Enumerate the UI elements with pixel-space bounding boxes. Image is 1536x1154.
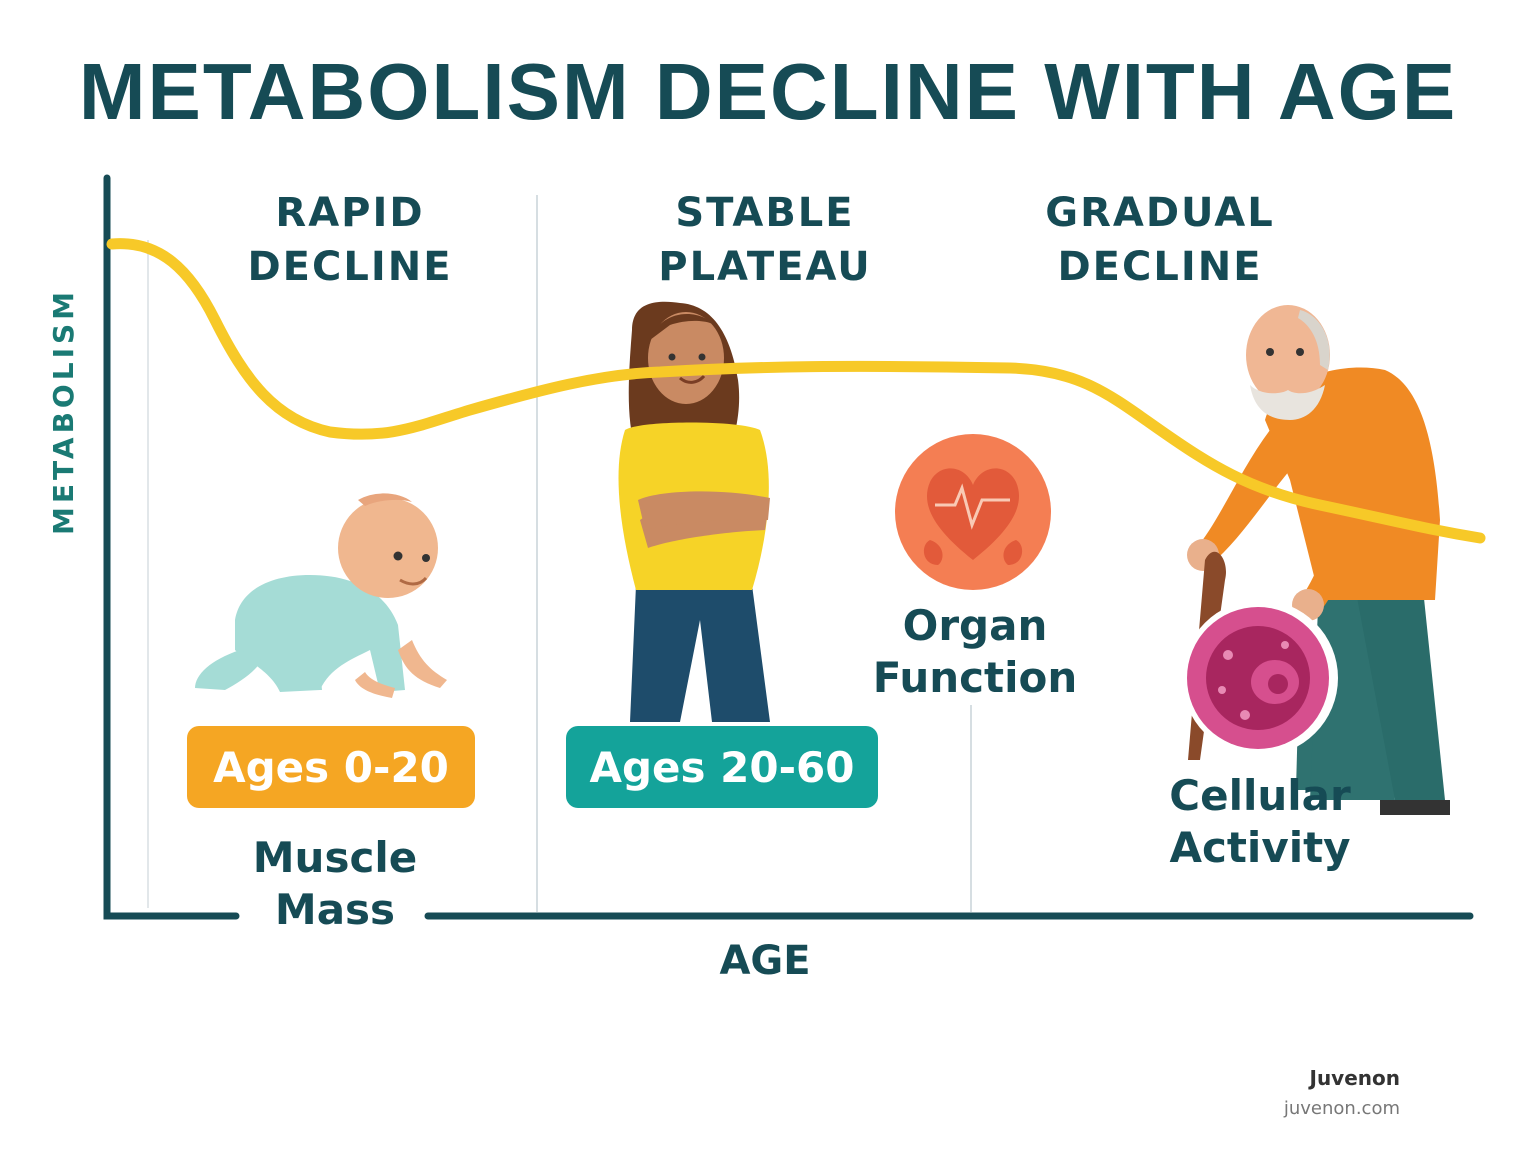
y-axis-label: METABOLISM	[47, 287, 80, 535]
factor-label-line: Cellular	[1169, 771, 1351, 820]
phase-title-line: RAPID	[275, 190, 425, 236]
phase-title-line: STABLE	[675, 190, 855, 236]
factor-cellular-activity: Cellular Activity	[1155, 770, 1365, 874]
factor-label-line: Function	[872, 653, 1078, 702]
x-axis-label: AGE	[719, 938, 811, 984]
age-badge-0-20: Ages 0-20	[187, 726, 475, 808]
age-badge-20-60: Ages 20-60	[566, 726, 878, 808]
phase-title-line: DECLINE	[247, 244, 453, 290]
woman-crossed-arms	[638, 491, 770, 530]
cell-icon	[1182, 600, 1338, 756]
factor-label-line: Muscle	[252, 833, 418, 882]
factor-label-line: Mass	[274, 885, 396, 934]
metabolism-curve	[106, 238, 1486, 544]
phase-title-line: GRADUAL	[1045, 190, 1275, 236]
phase-title-line: DECLINE	[1057, 244, 1263, 290]
page-title: METABOLISM DECLINE WITH AGE	[78, 47, 1458, 136]
factor-label-line: Activity	[1169, 823, 1351, 872]
factor-muscle-mass: Muscle Mass	[230, 832, 440, 936]
brand-website: juvenon.com	[1283, 1098, 1400, 1119]
baby-figure	[195, 493, 447, 698]
phase-stable-plateau: STABLE PLATEAU	[630, 186, 900, 294]
factor-label-line: Organ	[902, 601, 1048, 650]
phase-title-line: PLATEAU	[658, 244, 872, 290]
factor-organ-function: Organ Function	[860, 600, 1090, 704]
brand-name: Juvenon	[1309, 1066, 1401, 1090]
heart-kidney-icon	[895, 434, 1051, 590]
y-axis	[103, 174, 240, 920]
phase-gradual-decline: GRADUAL DECLINE	[1020, 186, 1300, 294]
phase-rapid-decline: RAPID DECLINE	[220, 186, 480, 294]
